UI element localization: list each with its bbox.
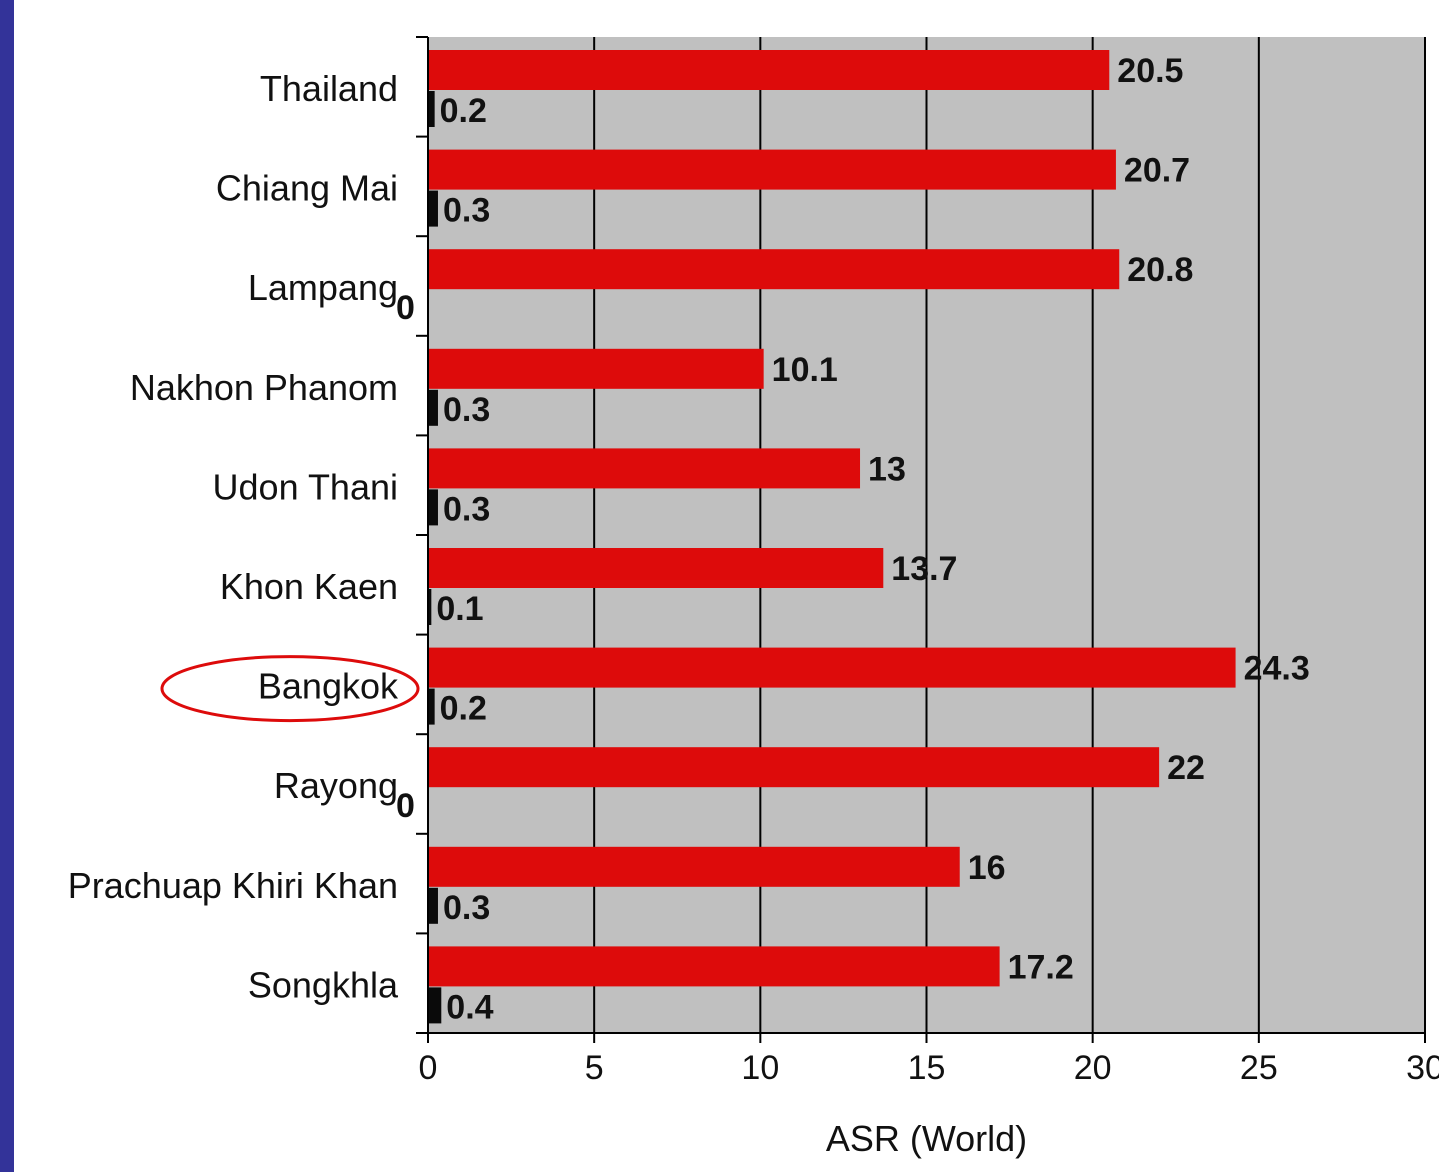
category-label: Udon Thani <box>213 466 398 507</box>
data-label-red: 10.1 <box>772 351 838 389</box>
data-label-red: 20.8 <box>1127 251 1193 289</box>
x-tick-label: 30 <box>1406 1049 1439 1087</box>
x-tick-label: 5 <box>585 1049 604 1087</box>
bar-red <box>428 249 1120 290</box>
bar-red <box>428 846 960 887</box>
bar-red <box>428 747 1160 788</box>
bar-black <box>428 887 438 924</box>
category-label: Khon Kaen <box>220 566 398 607</box>
bar-red <box>428 50 1110 90</box>
data-label-black: 0.3 <box>443 391 490 429</box>
data-label-black: 0.3 <box>443 490 490 528</box>
category-label: Thailand <box>260 68 398 109</box>
x-tick-label: 25 <box>1240 1049 1278 1087</box>
data-label-red: 13 <box>868 450 906 488</box>
data-label-black: 0.3 <box>443 192 490 230</box>
bar-red <box>428 149 1116 190</box>
data-label-red: 20.5 <box>1117 52 1183 90</box>
x-axis-title: ASR (World) <box>826 1118 1027 1159</box>
x-tick-label: 20 <box>1074 1049 1112 1087</box>
data-label-black: 0 <box>396 289 415 327</box>
bar-red <box>428 448 861 489</box>
x-tick-label: 15 <box>908 1049 946 1087</box>
category-label: Lampang <box>248 267 398 308</box>
category-label: Prachuap Khiri Khan <box>68 865 398 906</box>
bar-red <box>428 348 764 389</box>
bar-black <box>428 91 435 127</box>
data-label-black: 0.4 <box>446 988 493 1026</box>
bar-black <box>428 589 432 625</box>
axes <box>416 36 1426 1043</box>
data-label-black: 0.1 <box>436 590 483 628</box>
data-label-red: 20.7 <box>1124 152 1190 190</box>
data-label-red: 13.7 <box>891 550 957 588</box>
bar-black <box>428 688 435 725</box>
bar-black <box>428 489 438 526</box>
x-tick-label: 10 <box>741 1049 779 1087</box>
category-label: Bangkok <box>258 666 399 707</box>
data-label-black: 0 <box>396 787 415 825</box>
data-label-red: 16 <box>968 849 1006 887</box>
gridlines <box>593 37 1426 1033</box>
bar-black <box>428 987 442 1024</box>
bar-red <box>428 548 884 588</box>
data-label-black: 0.2 <box>440 92 487 130</box>
category-label: Nakhon Phanom <box>130 367 398 408</box>
highlight-ellipse <box>160 655 420 723</box>
bar-red <box>428 647 1236 688</box>
category-label: Chiang Mai <box>216 168 398 209</box>
category-label: Songkhla <box>248 964 399 1005</box>
labels: 0 5 10 15 20 25 30 Thailand 20.5 0.2 Chiang Mai 20.… <box>68 52 1439 1087</box>
data-label-black: 0.2 <box>440 690 487 728</box>
bar-black <box>428 190 438 227</box>
bar-black <box>428 389 438 426</box>
slide: 0 5 10 15 20 25 30 Thailand 20.5 0.2 Chiang Mai 20.… <box>14 0 1439 1172</box>
bars <box>428 50 1236 1024</box>
data-label-red: 22 <box>1167 749 1205 787</box>
x-tick-label: 0 <box>419 1049 438 1087</box>
bar-chart: 0 5 10 15 20 25 30 Thailand 20.5 0.2 Chiang Mai 20.… <box>68 36 1439 1159</box>
data-label-black: 0.3 <box>443 889 490 927</box>
data-label-red: 24.3 <box>1244 650 1310 688</box>
bar-red <box>428 946 1000 987</box>
category-label: Rayong <box>274 765 398 806</box>
data-label-red: 17.2 <box>1008 948 1074 986</box>
